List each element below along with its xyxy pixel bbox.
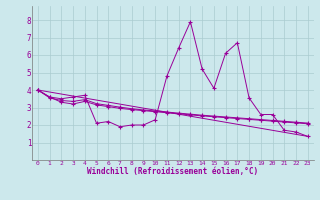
- X-axis label: Windchill (Refroidissement éolien,°C): Windchill (Refroidissement éolien,°C): [87, 167, 258, 176]
